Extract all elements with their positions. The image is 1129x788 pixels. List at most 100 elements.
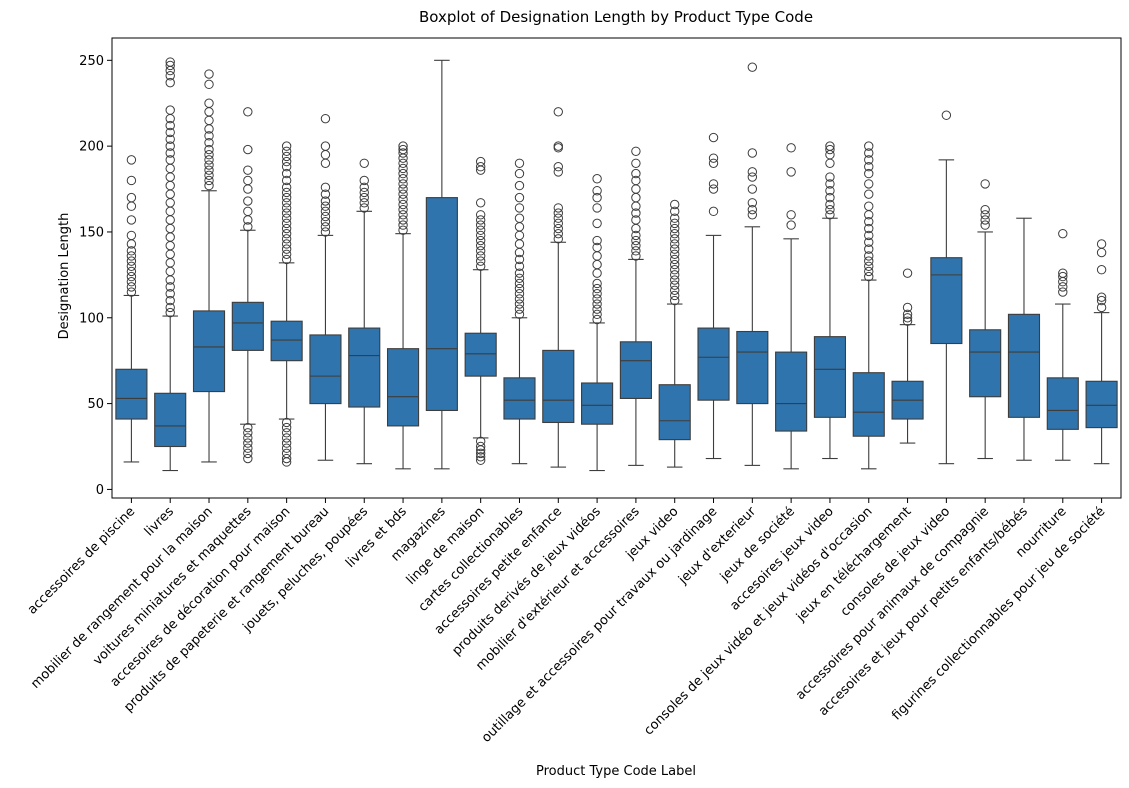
outlier-point (281, 192, 292, 203)
box (542, 349, 575, 424)
outlier-point (281, 422, 292, 433)
outlier-point (514, 268, 525, 278)
outlier-point (281, 168, 292, 179)
outlier-point (1058, 282, 1068, 292)
outlier-point (514, 261, 525, 271)
outlier-point (941, 110, 952, 120)
outlier-point (475, 225, 486, 235)
outlier-point (864, 148, 874, 158)
outlier-point (281, 254, 292, 265)
outlier-point (165, 148, 175, 158)
outlier-point (747, 172, 758, 182)
outlier-point (243, 165, 253, 175)
outlier-point (398, 204, 408, 215)
outlier-point (475, 452, 486, 462)
outlier-point (708, 206, 719, 217)
outlier-point (165, 127, 175, 138)
outlier-point (631, 230, 641, 241)
outlier-point (514, 289, 525, 299)
outlier-point (398, 179, 408, 189)
outlier-point (126, 230, 137, 241)
outlier-point (631, 175, 641, 186)
outlier-point (281, 443, 292, 453)
outlier-point (398, 141, 408, 151)
outlier-point (825, 172, 835, 182)
outlier-point (243, 175, 253, 186)
outlier-point (825, 199, 835, 210)
outlier-point (204, 150, 214, 160)
box (619, 341, 652, 399)
outlier-point (126, 287, 137, 297)
outlier-point (670, 244, 680, 254)
outlier-point (243, 443, 253, 453)
outlier-point (592, 235, 602, 246)
box (231, 301, 264, 351)
outlier-point (514, 299, 525, 309)
outlier-point (631, 168, 641, 179)
outlier-point (592, 218, 602, 229)
outlier-point (475, 251, 486, 261)
outlier-point (475, 198, 486, 208)
outlier-point (631, 235, 641, 246)
outlier-point (708, 179, 719, 189)
outlier-point (864, 216, 874, 227)
box (930, 257, 963, 345)
outlier-point (825, 179, 835, 189)
y-tick-label: 250 (79, 54, 104, 69)
outlier-point (359, 187, 369, 198)
outlier-point (204, 155, 214, 165)
outlier-point (864, 256, 874, 266)
outlier-point (1096, 239, 1107, 249)
outlier-point (902, 268, 913, 278)
outlier-point (165, 215, 175, 225)
chart-title: Boxplot of Designation Length by Product… (419, 8, 813, 26)
outlier-point (475, 156, 486, 167)
outlier-point (902, 316, 913, 326)
outlier-point (670, 259, 680, 270)
outlier-point (825, 150, 835, 160)
outlier-point (514, 309, 525, 320)
outlier-point (1096, 292, 1107, 302)
outlier-point (398, 174, 408, 184)
outlier-point (514, 254, 525, 265)
outlier-point (514, 230, 525, 241)
outlier-point (747, 198, 758, 208)
outlier-point (864, 261, 874, 271)
outlier-point (204, 107, 214, 117)
outlier-point (126, 277, 137, 287)
outlier-point (786, 143, 796, 153)
outlier-point (514, 278, 525, 289)
outlier-point (243, 144, 253, 155)
outlier-point (165, 266, 175, 277)
outlier-point (553, 107, 563, 117)
outlier-point (398, 215, 408, 225)
outlier-point (281, 213, 292, 223)
outlier-point (281, 162, 292, 172)
outlier-point (825, 210, 835, 220)
outlier-point (398, 194, 408, 205)
outlier-point (514, 304, 525, 314)
outlier-point (320, 211, 331, 222)
outlier-point (204, 144, 214, 155)
outlier-point (475, 445, 486, 455)
outlier-point (165, 232, 175, 242)
outlier-point (165, 163, 175, 174)
outlier-point (281, 249, 292, 259)
outlier-point (670, 275, 680, 285)
outlier-point (708, 184, 719, 194)
outlier-point (631, 215, 641, 225)
outlier-point (204, 175, 214, 186)
outlier-point (631, 158, 641, 168)
outlier-point (786, 210, 796, 220)
outlier-point (398, 210, 408, 220)
outlier-point (670, 280, 680, 290)
outlier-point (631, 146, 641, 156)
box (697, 327, 730, 401)
outlier-point (359, 175, 369, 186)
outlier-point (514, 273, 525, 283)
outlier-point (592, 309, 602, 320)
outlier-point (670, 206, 680, 217)
outlier-point (281, 428, 292, 438)
box (969, 329, 1002, 398)
outlier-point (592, 242, 602, 253)
